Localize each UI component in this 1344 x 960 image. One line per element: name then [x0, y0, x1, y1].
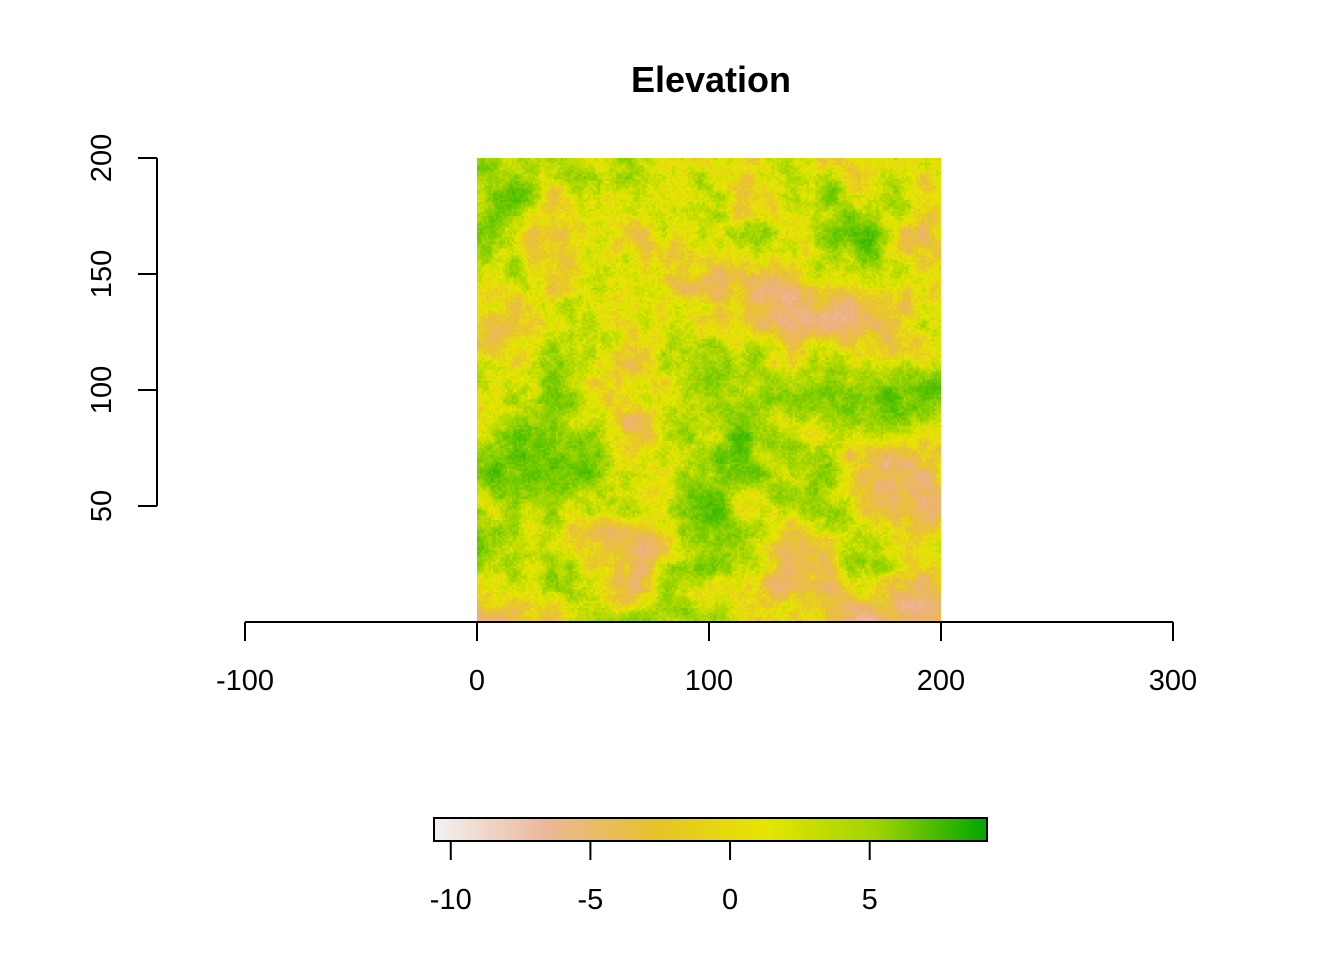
- chart-title: Elevation: [631, 59, 791, 100]
- elevation-raster: [477, 158, 941, 622]
- y-tick-label: 50: [86, 490, 118, 522]
- legend-colorbar: [433, 817, 988, 842]
- legend-tick-label: -10: [430, 884, 472, 916]
- x-tick-label: 100: [685, 665, 733, 697]
- y-tick-label: 200: [86, 134, 118, 182]
- legend-tick-label: 0: [722, 884, 738, 916]
- y-tick-label: 150: [86, 250, 118, 298]
- y-axis: 50 100 150 200: [86, 134, 158, 522]
- x-tick-label: 0: [469, 665, 485, 697]
- x-tick-label: 200: [917, 665, 965, 697]
- x-axis: -100 0 100 200 300: [216, 621, 1197, 697]
- y-tick-label: 100: [86, 366, 118, 414]
- x-tick-label: -100: [216, 665, 274, 697]
- legend-tick-label: -5: [578, 884, 604, 916]
- legend-tick-label: 5: [862, 884, 878, 916]
- color-legend: -10 -5 0 5: [430, 817, 988, 916]
- x-tick-label: 300: [1149, 665, 1197, 697]
